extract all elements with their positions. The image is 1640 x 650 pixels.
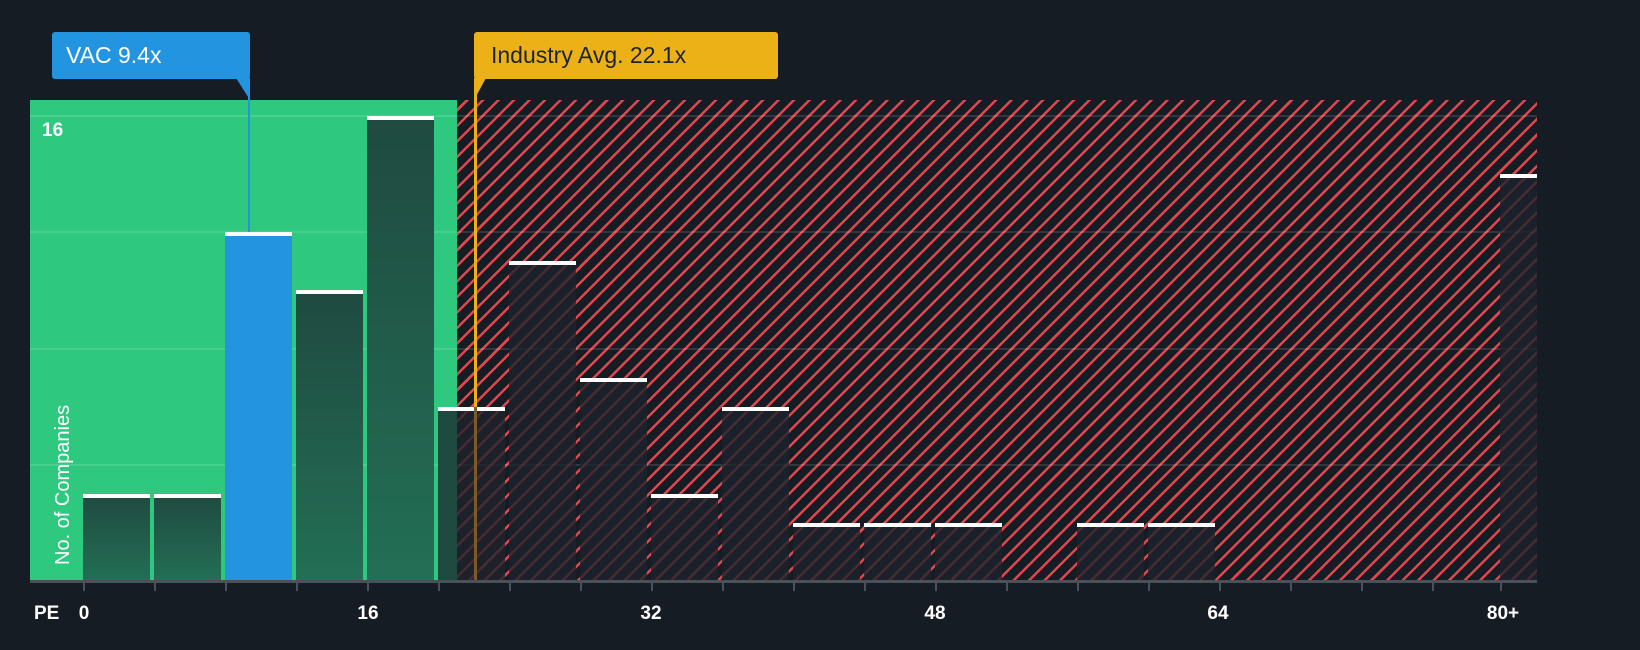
- gridline: [30, 347, 1537, 350]
- x-tick: [1290, 582, 1292, 591]
- histogram-bar-12-16: [296, 290, 363, 581]
- industry-callout-pointer: [474, 78, 486, 100]
- overvalued-zone: [457, 100, 1537, 581]
- histogram-bar-40-44: [793, 522, 860, 581]
- x-tick: [651, 582, 653, 591]
- histogram-bar-16-20: [367, 116, 434, 581]
- bar-cap: [83, 493, 150, 498]
- x-tick: [1432, 582, 1434, 591]
- bar-cap: [935, 522, 1002, 527]
- histogram-bar-8-12: [225, 232, 292, 581]
- gridline: [30, 115, 1537, 117]
- histogram-bar-56-60: [1077, 522, 1144, 581]
- bar-cap: [722, 406, 789, 411]
- histogram-bar-20-24: [438, 406, 505, 581]
- company-pe-callout: VAC 9.4x: [52, 32, 250, 79]
- x-tick: [1006, 582, 1008, 591]
- bar-cap: [296, 290, 363, 295]
- x-tick-label-16: 16: [357, 603, 379, 624]
- histogram-bar-36-40: [722, 406, 789, 581]
- x-tick-label-0: 0: [78, 603, 90, 624]
- x-tick: [1148, 582, 1150, 591]
- bar-cap: [580, 377, 647, 382]
- x-tick: [864, 582, 866, 591]
- bar-cap: [154, 493, 221, 498]
- x-tick: [367, 582, 369, 591]
- bar-cap: [367, 116, 434, 120]
- histogram-bar-24-28: [509, 261, 576, 581]
- bar-cap: [1500, 174, 1537, 179]
- x-tick: [935, 582, 937, 591]
- x-tick: [83, 582, 85, 591]
- x-axis-prefix: PE: [34, 603, 60, 624]
- x-tick: [580, 582, 582, 591]
- bar-cap: [864, 522, 931, 527]
- gridline: [30, 231, 1537, 234]
- histogram-bar-32-36: [651, 493, 718, 581]
- histogram-bar-48-52: [935, 522, 1002, 581]
- x-tick-label-48: 48: [924, 603, 946, 624]
- x-tick: [1077, 582, 1079, 591]
- bar-cap: [1148, 522, 1215, 527]
- histogram-bar-44-48: [864, 522, 931, 581]
- histogram-bar-60-64: [1148, 522, 1215, 581]
- histogram-bar-28-32: [580, 377, 647, 581]
- company-marker-line: [248, 79, 250, 233]
- bar-cap: [509, 261, 576, 266]
- industry-avg-label: Industry Avg. 22.1x: [491, 42, 687, 68]
- x-tick: [1500, 582, 1502, 591]
- y-tick-16: 16: [42, 120, 64, 141]
- histogram-bar-4-8: [154, 493, 221, 581]
- bar-cap: [651, 493, 718, 498]
- x-tick: [722, 582, 724, 591]
- x-tick: [154, 582, 156, 591]
- industry-avg-callout: Industry Avg. 22.1x: [474, 32, 778, 79]
- x-tick-label-80plus: 80+: [1486, 603, 1520, 624]
- x-tick: [1219, 582, 1221, 591]
- y-axis-title: No. of Companies: [52, 404, 74, 565]
- company-pe-label: VAC 9.4x: [66, 42, 162, 68]
- bar-cap: [225, 232, 292, 237]
- bar-cap: [1077, 522, 1144, 527]
- x-tick-label-32: 32: [640, 603, 662, 624]
- bar-cap: [438, 406, 505, 411]
- x-tick: [225, 582, 227, 591]
- x-tick: [509, 582, 511, 591]
- x-tick: [438, 582, 440, 591]
- company-callout-pointer: [236, 78, 250, 100]
- histogram-bar-80+: [1500, 174, 1537, 581]
- x-tick: [296, 582, 298, 591]
- industry-avg-line: [474, 79, 477, 581]
- histogram-bar-0-4: [83, 493, 150, 581]
- bar-cap: [793, 522, 860, 527]
- chart-plot-area: [30, 100, 1537, 581]
- x-tick: [1361, 582, 1363, 591]
- x-tick: [793, 582, 795, 591]
- x-tick-label-64: 64: [1207, 603, 1229, 624]
- x-axis-line: [30, 580, 1537, 583]
